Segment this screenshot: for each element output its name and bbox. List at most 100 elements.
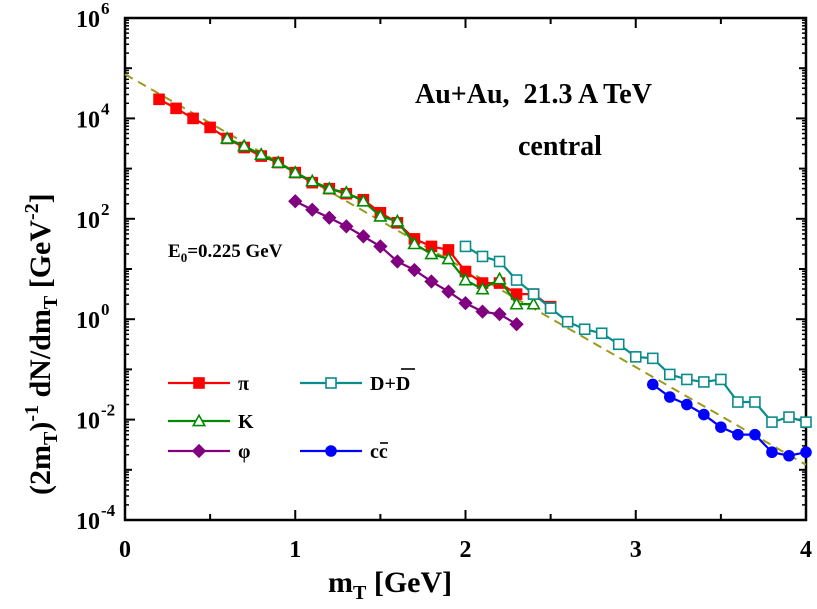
legend-entry: D+D bbox=[300, 368, 415, 395]
data-point bbox=[766, 416, 778, 428]
x-tick-label: 1 bbox=[289, 537, 301, 563]
data-point bbox=[783, 411, 795, 423]
legend-marker bbox=[193, 377, 205, 389]
legend-entry: K bbox=[168, 411, 254, 433]
data-point bbox=[646, 378, 659, 391]
legend-label: π bbox=[238, 373, 249, 395]
data-point bbox=[254, 147, 269, 160]
data-point bbox=[715, 421, 727, 433]
series-line bbox=[652, 383, 807, 457]
series-1 bbox=[220, 131, 541, 310]
data-point bbox=[749, 396, 761, 408]
data-point bbox=[732, 428, 744, 441]
legend-marker bbox=[191, 413, 207, 427]
data-point bbox=[407, 236, 422, 250]
data-point bbox=[322, 181, 337, 195]
series-4 bbox=[646, 378, 812, 462]
data-point bbox=[698, 408, 710, 421]
data-point bbox=[390, 254, 405, 269]
e0-annotation: E0=0.225 GeV bbox=[168, 241, 283, 265]
data-point bbox=[339, 219, 354, 234]
data-point bbox=[187, 112, 199, 125]
data-point bbox=[544, 302, 557, 314]
data-point bbox=[271, 155, 286, 168]
data-point bbox=[715, 373, 727, 386]
y-tick-exponent: 4 bbox=[101, 99, 110, 118]
y-tick-label: 100 bbox=[76, 300, 110, 334]
data-point bbox=[800, 446, 812, 459]
data-point bbox=[288, 165, 303, 179]
chart-title-line2: central bbox=[518, 131, 602, 162]
series-0 bbox=[153, 93, 557, 313]
data-point bbox=[356, 229, 371, 244]
series-2 bbox=[288, 194, 524, 332]
data-point bbox=[749, 428, 761, 441]
legend-label: φ bbox=[238, 441, 250, 463]
y-tick-label: 102 bbox=[76, 200, 110, 234]
data-point bbox=[424, 274, 439, 289]
data-point bbox=[509, 317, 524, 332]
x-tick-labels: 0 1 2 3 4 bbox=[119, 537, 812, 563]
legend: πKφ D+D cc bbox=[168, 368, 415, 463]
chart-title-line1: Au+Au, 21.3 A TeV bbox=[415, 79, 652, 110]
data-point bbox=[578, 323, 591, 336]
data-point bbox=[732, 396, 744, 408]
data-point bbox=[493, 255, 506, 268]
y-tick-exponent: -4 bbox=[101, 501, 116, 520]
x-tick-label: 2 bbox=[460, 537, 472, 563]
data-point bbox=[475, 304, 490, 319]
plot-frame bbox=[123, 16, 808, 522]
data-point bbox=[612, 338, 625, 351]
x-tick-label: 4 bbox=[800, 537, 812, 563]
data-point bbox=[390, 213, 405, 227]
legend-marker bbox=[325, 377, 337, 389]
data-point bbox=[305, 173, 320, 187]
y-tick-exponent: 2 bbox=[101, 200, 110, 219]
y-axis-title: (2mT)-1 dN/dmT [GeV-2] bbox=[21, 193, 62, 495]
data-point bbox=[681, 398, 693, 411]
series-layer bbox=[153, 93, 812, 462]
legend-marker bbox=[191, 443, 207, 459]
legend-label: K bbox=[238, 411, 254, 433]
y-tick-label: 10-4 bbox=[76, 501, 116, 535]
data-point bbox=[526, 296, 541, 310]
y-tick-exponent: 6 bbox=[101, 0, 110, 18]
data-point bbox=[646, 352, 659, 365]
legend-entry: π bbox=[168, 373, 249, 395]
legend-label: D+D bbox=[370, 373, 410, 395]
legend-marker bbox=[325, 445, 337, 457]
x-tick-label: 3 bbox=[630, 537, 642, 563]
data-point bbox=[510, 274, 523, 286]
data-point bbox=[561, 315, 574, 328]
legend-entry: φ bbox=[168, 441, 250, 463]
y-tick-labels: 106 104 102 100 10-2 10-4 bbox=[76, 0, 116, 535]
data-point bbox=[204, 121, 216, 134]
data-point bbox=[681, 373, 693, 386]
series-line bbox=[464, 245, 807, 424]
data-point bbox=[475, 281, 490, 295]
data-point bbox=[800, 416, 812, 428]
data-point bbox=[492, 271, 507, 285]
y-tick-label: 104 bbox=[76, 99, 110, 133]
data-point bbox=[441, 284, 456, 299]
data-point bbox=[288, 194, 303, 209]
data-point bbox=[458, 296, 473, 311]
data-point bbox=[322, 210, 337, 225]
data-point bbox=[407, 262, 422, 278]
data-point bbox=[509, 296, 524, 310]
series-line bbox=[158, 98, 552, 308]
data-point bbox=[220, 131, 235, 144]
data-point bbox=[237, 138, 252, 152]
data-point bbox=[459, 240, 472, 253]
data-point bbox=[476, 250, 489, 263]
data-point bbox=[153, 93, 165, 106]
data-point bbox=[698, 376, 710, 388]
data-point bbox=[356, 193, 371, 207]
data-point bbox=[339, 185, 354, 199]
x-tick-label: 0 bbox=[119, 537, 131, 563]
data-point bbox=[663, 391, 676, 403]
y-tick-exponent: 0 bbox=[101, 300, 110, 319]
data-point bbox=[783, 449, 795, 462]
series-3 bbox=[459, 240, 812, 428]
